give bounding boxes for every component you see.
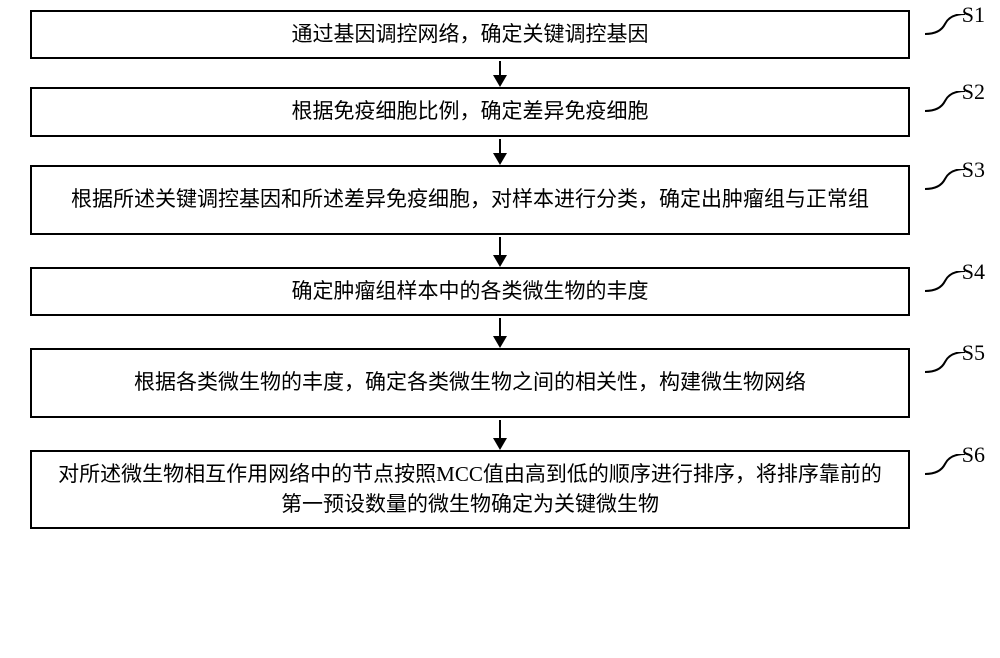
arrow-s1-s2	[499, 61, 501, 85]
step-wrapper-s1: 通过基因调控网络，确定关键调控基因 S1	[30, 10, 970, 59]
connector-s3	[925, 169, 965, 199]
connector-s1	[925, 14, 965, 44]
step-label-s3: S3	[962, 157, 985, 183]
connector-s6	[925, 454, 965, 484]
connector-s4	[925, 271, 965, 301]
connector-s2	[925, 91, 965, 121]
step-wrapper-s3: 根据所述关键调控基因和所述差异免疫细胞，对样本进行分类，确定出肿瘤组与正常组 S…	[30, 165, 970, 235]
step-label-s5: S5	[962, 340, 985, 366]
arrow-s3-s4	[499, 237, 501, 265]
step-wrapper-s6: 对所述微生物相互作用网络中的节点按照MCC值由高到低的顺序进行排序，将排序靠前的…	[30, 450, 970, 529]
arrow-s5-s6	[499, 420, 501, 448]
step-wrapper-s5: 根据各类微生物的丰度，确定各类微生物之间的相关性，构建微生物网络 S5	[30, 348, 970, 418]
connector-s5	[925, 352, 965, 382]
flowchart-container: 通过基因调控网络，确定关键调控基因 S1 根据免疫细胞比例，确定差异免疫细胞 S…	[30, 10, 970, 529]
step-box-s4: 确定肿瘤组样本中的各类微生物的丰度	[30, 267, 910, 316]
step-text-s2: 根据免疫细胞比例，确定差异免疫细胞	[292, 97, 649, 126]
step-box-s1: 通过基因调控网络，确定关键调控基因	[30, 10, 910, 59]
step-text-s3: 根据所述关键调控基因和所述差异免疫细胞，对样本进行分类，确定出肿瘤组与正常组	[71, 185, 869, 214]
step-text-s4: 确定肿瘤组样本中的各类微生物的丰度	[292, 277, 649, 306]
step-wrapper-s4: 确定肿瘤组样本中的各类微生物的丰度 S4	[30, 267, 970, 316]
step-text-s6: 对所述微生物相互作用网络中的节点按照MCC值由高到低的顺序进行排序，将排序靠前的…	[48, 460, 892, 519]
step-wrapper-s2: 根据免疫细胞比例，确定差异免疫细胞 S2	[30, 87, 970, 136]
step-box-s2: 根据免疫细胞比例，确定差异免疫细胞	[30, 87, 910, 136]
step-label-s6: S6	[962, 442, 985, 468]
step-label-s1: S1	[962, 2, 985, 28]
step-box-s3: 根据所述关键调控基因和所述差异免疫细胞，对样本进行分类，确定出肿瘤组与正常组	[30, 165, 910, 235]
step-box-s5: 根据各类微生物的丰度，确定各类微生物之间的相关性，构建微生物网络	[30, 348, 910, 418]
step-label-s2: S2	[962, 79, 985, 105]
step-text-s5: 根据各类微生物的丰度，确定各类微生物之间的相关性，构建微生物网络	[134, 368, 806, 397]
step-label-s4: S4	[962, 259, 985, 285]
step-text-s1: 通过基因调控网络，确定关键调控基因	[292, 20, 649, 49]
step-box-s6: 对所述微生物相互作用网络中的节点按照MCC值由高到低的顺序进行排序，将排序靠前的…	[30, 450, 910, 529]
arrow-s4-s5	[499, 318, 501, 346]
arrow-s2-s3	[499, 139, 501, 163]
